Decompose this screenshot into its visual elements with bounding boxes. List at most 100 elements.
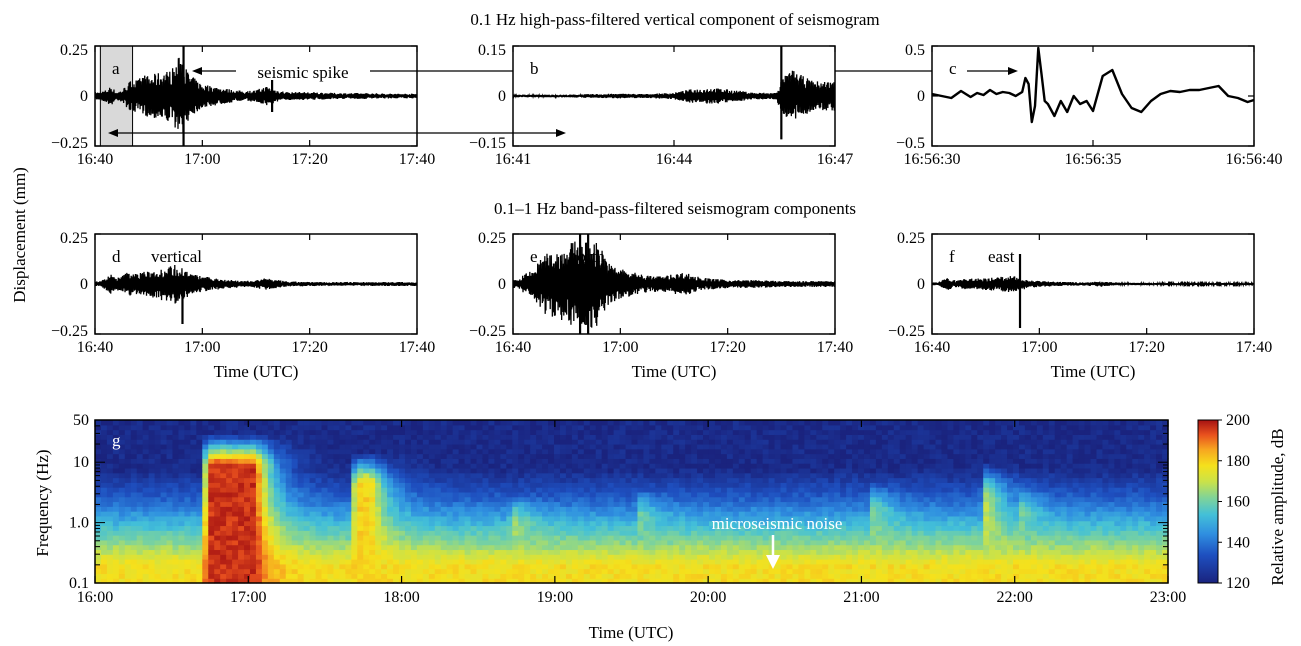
spectrogram-cell bbox=[506, 439, 513, 445]
spectrogram-cell bbox=[816, 530, 823, 536]
spectrogram-cell bbox=[464, 544, 472, 551]
spectrogram-cell bbox=[220, 453, 227, 459]
spectrogram-cell bbox=[500, 544, 507, 551]
spectrogram-cell bbox=[881, 463, 889, 469]
spectrogram-cell bbox=[524, 487, 531, 493]
spectrogram-cell bbox=[899, 482, 907, 488]
spectrogram-cell bbox=[834, 568, 841, 575]
spectrogram-cell bbox=[708, 535, 716, 541]
spectrogram-cell bbox=[899, 439, 907, 445]
spectrogram-cell bbox=[339, 549, 346, 555]
spectrogram-cell bbox=[351, 420, 358, 426]
spectrogram-cell bbox=[95, 429, 102, 435]
spectrogram-cell bbox=[685, 477, 692, 483]
spectrogram-cell bbox=[226, 496, 233, 503]
spectrogram-cell bbox=[482, 554, 490, 560]
spectrogram-cell bbox=[714, 539, 722, 546]
spectrogram-cell bbox=[255, 482, 263, 488]
spectrogram-cell bbox=[404, 544, 412, 551]
spectrogram-cell bbox=[321, 506, 329, 512]
spectrogram-cell bbox=[792, 501, 800, 507]
spectrogram-cell bbox=[333, 472, 340, 479]
spectrogram-cell bbox=[363, 520, 370, 527]
spectrogram-cell bbox=[95, 578, 102, 584]
spectrogram-cell bbox=[607, 563, 615, 570]
spectrogram-cell bbox=[756, 487, 764, 493]
spectrogram-cell bbox=[190, 525, 197, 531]
spectrogram-cell bbox=[238, 520, 245, 527]
spectrogram-cell bbox=[655, 458, 662, 464]
spectrogram-cell bbox=[661, 539, 668, 546]
spectrogram-cell bbox=[470, 539, 478, 546]
spectrogram-cell bbox=[172, 420, 180, 426]
spectrogram-cell bbox=[172, 535, 180, 541]
spectrogram-cell bbox=[375, 472, 382, 479]
spectrogram-cell bbox=[154, 467, 162, 474]
spectrogram-cell bbox=[315, 501, 323, 507]
spectrogram-cell bbox=[476, 482, 484, 488]
spectrogram-cell bbox=[816, 487, 823, 493]
spectrogram-cell bbox=[351, 563, 358, 570]
spectrogram-cell bbox=[643, 515, 650, 522]
spectrogram-cell bbox=[178, 453, 186, 459]
spectrogram-cell bbox=[554, 420, 561, 426]
spectrogram-cell bbox=[202, 420, 209, 426]
spectrogram-cell bbox=[440, 477, 448, 483]
spectrogram-cell bbox=[863, 506, 871, 512]
spectrogram-cell bbox=[840, 453, 847, 459]
spectrogram-cell bbox=[893, 434, 901, 440]
spectrogram-cell bbox=[619, 429, 627, 435]
spectrogram-cell bbox=[327, 491, 335, 498]
spectrogram-cell bbox=[869, 515, 877, 522]
spectrogram-cell bbox=[554, 472, 561, 479]
spectrogram-cell bbox=[321, 549, 329, 555]
spectrogram-cell bbox=[428, 578, 436, 584]
spectrogram-cell bbox=[506, 530, 513, 536]
spectrogram-cell bbox=[655, 539, 662, 546]
spectrogram-cell bbox=[673, 515, 680, 522]
spectrogram-cell bbox=[571, 563, 579, 570]
spectrogram-cell bbox=[339, 520, 346, 527]
spectrogram-cell bbox=[923, 467, 931, 474]
spectrogram-cell bbox=[554, 544, 561, 551]
spectrogram-cell bbox=[530, 568, 537, 575]
spectrogram-cell bbox=[798, 434, 805, 440]
spectrogram-cell bbox=[238, 573, 245, 579]
spectrogram-cell bbox=[220, 539, 227, 546]
spectrogram-cell bbox=[780, 420, 788, 426]
spectrogram-cell bbox=[95, 448, 102, 455]
spectrogram-cell bbox=[548, 568, 555, 575]
spectrogram-cell bbox=[148, 434, 156, 440]
spectrogram-cell bbox=[708, 578, 716, 584]
spectrogram-cell bbox=[512, 568, 519, 575]
spectrogram-cell bbox=[410, 477, 418, 483]
spectrogram-cell bbox=[309, 559, 317, 565]
spectrogram-cell bbox=[762, 578, 770, 584]
spectrogram-cell bbox=[208, 544, 215, 551]
spectrogram-cell bbox=[166, 525, 174, 531]
spectrogram-cell bbox=[285, 535, 293, 541]
spectrogram-cell bbox=[881, 448, 889, 455]
spectrogram-cell bbox=[869, 535, 877, 541]
spectrogram-cell bbox=[136, 535, 144, 541]
spectrogram-cell bbox=[881, 458, 889, 464]
spectrogram-cell bbox=[768, 515, 776, 522]
spectrogram-cell bbox=[244, 434, 251, 440]
spectrogram-cell bbox=[905, 439, 913, 445]
spectrogram-cell bbox=[488, 463, 495, 469]
spectrogram-cell bbox=[571, 515, 579, 522]
spectrogram-cell bbox=[935, 544, 943, 551]
spectrogram-cell bbox=[452, 420, 460, 426]
spectrogram-cell bbox=[810, 472, 817, 479]
spectrogram-cell bbox=[780, 563, 788, 570]
spectrogram-cell bbox=[893, 496, 901, 503]
spectrogram-cell bbox=[148, 559, 156, 565]
spectrogram-cell bbox=[196, 544, 203, 551]
spectrogram-cell bbox=[416, 554, 424, 560]
spectrogram-cell bbox=[595, 501, 603, 507]
spectrogram-cell bbox=[655, 487, 662, 493]
spectrogram-cell bbox=[446, 424, 454, 431]
spectrogram-cell bbox=[166, 491, 174, 498]
spectrogram-cell bbox=[220, 578, 227, 584]
spectrogram-cell bbox=[333, 453, 340, 459]
